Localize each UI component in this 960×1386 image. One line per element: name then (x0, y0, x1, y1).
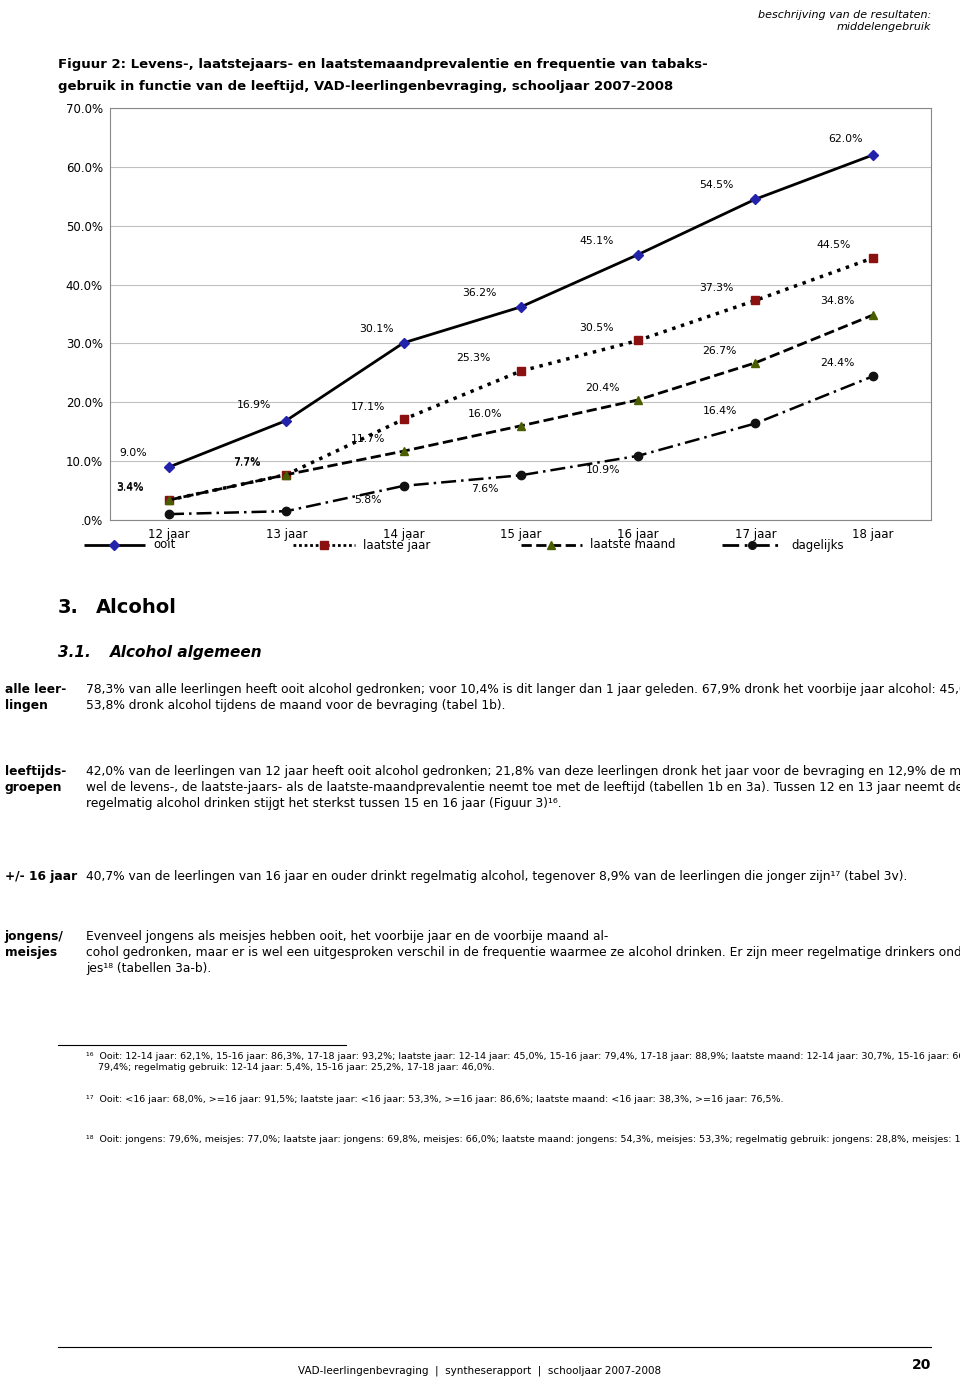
Text: laatste maand: laatste maand (590, 539, 676, 552)
Text: jongens/
meisjes: jongens/ meisjes (5, 930, 63, 959)
Text: 37.3%: 37.3% (699, 283, 733, 292)
Text: 20.4%: 20.4% (586, 383, 620, 392)
Text: 7.6%: 7.6% (471, 484, 499, 493)
Text: dagelijks: dagelijks (791, 539, 844, 552)
Text: 62.0%: 62.0% (828, 134, 862, 144)
Text: Alcohol: Alcohol (96, 597, 177, 617)
Text: 3.: 3. (58, 597, 79, 617)
Text: Alcohol algemeen: Alcohol algemeen (110, 644, 263, 660)
Text: 3.4%: 3.4% (116, 482, 144, 492)
Text: VAD: VAD (44, 1347, 66, 1358)
Text: 17.1%: 17.1% (350, 402, 385, 412)
Text: 24.4%: 24.4% (820, 358, 854, 367)
Text: 16.9%: 16.9% (237, 401, 272, 410)
Text: 11.7%: 11.7% (350, 434, 385, 444)
Text: 7.7%: 7.7% (233, 457, 261, 467)
Text: 45.1%: 45.1% (580, 236, 613, 245)
Text: beschrijving van de resultaten:
middelengebruik: beschrijving van de resultaten: middelen… (758, 10, 931, 32)
Text: 3.4%: 3.4% (116, 482, 144, 493)
Text: 25.3%: 25.3% (456, 353, 491, 363)
Text: 78,3% van alle leerlingen heeft ooit alcohol gedronken; voor 10,4% is dit langer: 78,3% van alle leerlingen heeft ooit alc… (86, 683, 960, 712)
Text: leeftijds-
groepen: leeftijds- groepen (5, 765, 66, 794)
Text: 54.5%: 54.5% (699, 180, 733, 190)
Text: 40,7% van de leerlingen van 16 jaar en ouder drinkt regelmatig alcohol, tegenove: 40,7% van de leerlingen van 16 jaar en o… (86, 870, 908, 883)
Text: 20: 20 (912, 1358, 931, 1372)
Text: 16.4%: 16.4% (703, 406, 737, 416)
Text: 9.0%: 9.0% (120, 448, 148, 459)
Text: Figuur 2: Levens-, laatstejaars- en laatstemaandprevalentie en frequentie van ta: Figuur 2: Levens-, laatstejaars- en laat… (58, 58, 708, 71)
Text: laatste jaar: laatste jaar (363, 539, 431, 552)
Text: gebruik in functie van de leeftijd, VAD-leerlingenbevraging, schooljaar 2007-200: gebruik in functie van de leeftijd, VAD-… (58, 80, 673, 93)
Text: 30.1%: 30.1% (359, 324, 394, 334)
Text: 5.8%: 5.8% (354, 495, 382, 505)
Text: 36.2%: 36.2% (462, 288, 496, 298)
Text: 26.7%: 26.7% (703, 345, 737, 356)
Text: ¹⁶  Ooit: 12-14 jaar: 62,1%, 15-16 jaar: 86,3%, 17-18 jaar: 93,2%; laatste jaar:: ¹⁶ Ooit: 12-14 jaar: 62,1%, 15-16 jaar: … (86, 1052, 960, 1073)
Text: alle leer-
lingen: alle leer- lingen (5, 683, 66, 712)
Text: 34.8%: 34.8% (820, 297, 854, 306)
Text: 30.5%: 30.5% (580, 323, 614, 333)
Text: 16.0%: 16.0% (468, 409, 502, 419)
Text: 3.1.: 3.1. (58, 644, 90, 660)
Text: ¹⁸  Ooit: jongens: 79,6%, meisjes: 77,0%; laatste jaar: jongens: 69,8%, meisjes:: ¹⁸ Ooit: jongens: 79,6%, meisjes: 77,0%;… (86, 1135, 960, 1143)
Text: ¹⁷  Ooit: <16 jaar: 68,0%, >=16 jaar: 91,5%; laatste jaar: <16 jaar: 53,3%, >=16: ¹⁷ Ooit: <16 jaar: 68,0%, >=16 jaar: 91,… (86, 1095, 784, 1105)
Text: Evenveel jongens als meisjes hebben ooit, het voorbije jaar en de voorbije maand: Evenveel jongens als meisjes hebben ooit… (86, 930, 960, 974)
Text: +/- 16 jaar: +/- 16 jaar (5, 870, 77, 883)
Text: ooit: ooit (154, 539, 176, 552)
Text: 7.7%: 7.7% (233, 457, 261, 467)
Text: 10.9%: 10.9% (586, 464, 620, 474)
Text: 44.5%: 44.5% (816, 240, 851, 251)
Text: VAD-leerlingenbevraging  |  syntheserapport  |  schooljaar 2007-2008: VAD-leerlingenbevraging | syntheserappor… (299, 1365, 661, 1375)
Text: 42,0% van de leerlingen van 12 jaar heeft ooit alcohol gedronken; 21,8% van deze: 42,0% van de leerlingen van 12 jaar heef… (86, 765, 960, 809)
